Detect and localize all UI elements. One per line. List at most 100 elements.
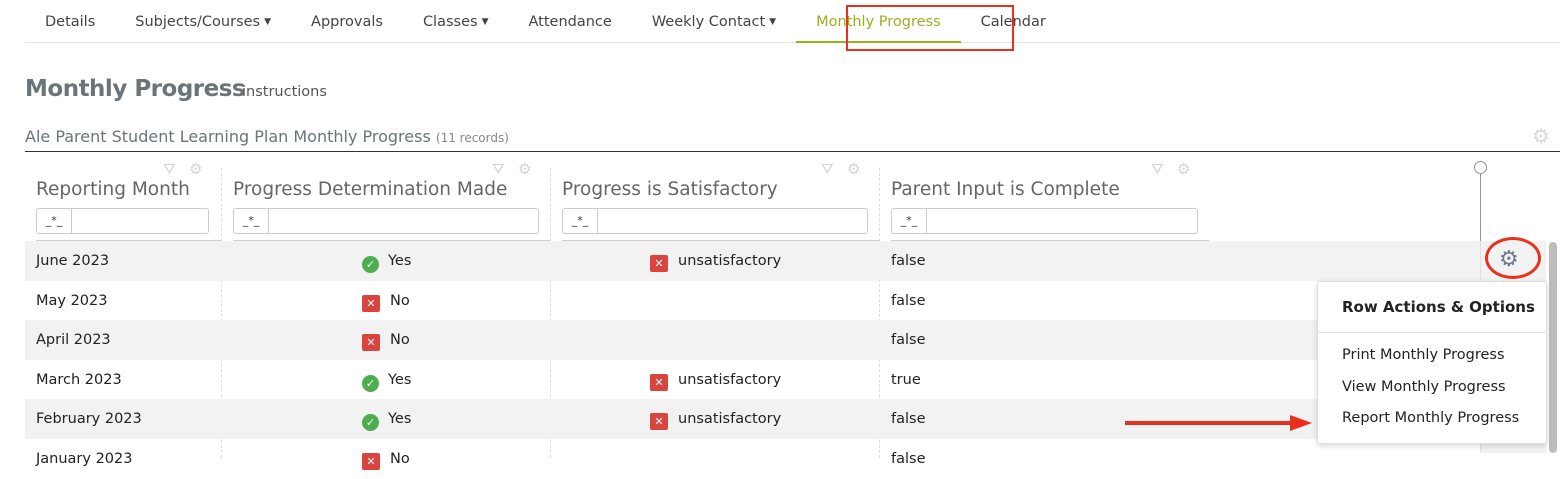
column-gear-icon[interactable]: ⚙ bbox=[847, 160, 861, 178]
satisfactory-cell: ✕ unsatisfactory bbox=[650, 360, 781, 400]
column-gear-icon[interactable]: ⚙ bbox=[518, 160, 532, 178]
column-resize-handle[interactable] bbox=[1474, 161, 1487, 174]
parent-input-value: false bbox=[891, 292, 926, 309]
tab-label: Classes bbox=[422, 14, 478, 30]
column-header-label[interactable]: Parent Input is Complete bbox=[891, 179, 1120, 200]
table-row[interactable]: February 2023 ✓ Yes ✕ unsatisfactory false bbox=[25, 399, 1480, 439]
column-filter-icon[interactable]: ⛛ bbox=[492, 160, 505, 178]
determination-value: No bbox=[390, 292, 410, 309]
tab-approvals[interactable]: Approvals bbox=[291, 0, 403, 43]
column-header-label[interactable]: Reporting Month bbox=[36, 179, 190, 200]
determination-value: Yes bbox=[388, 371, 412, 388]
grid-settings-gear-icon[interactable]: ⚙ bbox=[1532, 124, 1550, 148]
tab-details[interactable]: Details bbox=[25, 0, 115, 43]
column-header-label[interactable]: Progress is Satisfactory bbox=[562, 179, 778, 200]
table-row[interactable]: March 2023 ✓ Yes ✕ unsatisfactory true bbox=[25, 360, 1480, 400]
filter-operator[interactable]: _*_ bbox=[234, 209, 269, 233]
column-filter-input[interactable]: _*_ bbox=[891, 208, 1198, 234]
annotation-circle bbox=[1485, 237, 1541, 279]
filter-operator[interactable]: _*_ bbox=[563, 209, 598, 233]
check-circle-icon: ✓ bbox=[362, 374, 379, 392]
determination-value: Yes bbox=[388, 411, 412, 428]
table-row[interactable]: January 2023 ✕ No false bbox=[25, 439, 1480, 479]
column-gear-icon[interactable]: ⚙ bbox=[1177, 160, 1191, 178]
column-divider bbox=[221, 168, 222, 458]
satisfactory-cell: ✕ unsatisfactory bbox=[650, 399, 781, 439]
reporting-month: March 2023 bbox=[36, 371, 122, 388]
column-filter-icon[interactable]: ⛛ bbox=[163, 160, 176, 178]
page-title: Monthly Progress bbox=[25, 76, 246, 102]
x-square-icon: ✕ bbox=[650, 255, 668, 272]
column-filter-input[interactable]: _*_ bbox=[233, 208, 539, 234]
filter-operator[interactable]: _*_ bbox=[37, 209, 72, 233]
parent-input-value: false bbox=[891, 253, 926, 269]
x-square-icon: ✕ bbox=[362, 294, 380, 312]
satisfactory-value: unsatisfactory bbox=[678, 411, 782, 428]
header-underline bbox=[562, 240, 879, 241]
determination-cell: ✕ No bbox=[362, 320, 410, 360]
determination-cell: ✕ No bbox=[362, 281, 410, 321]
annotation-arrow bbox=[1125, 415, 1312, 431]
row-actions-menu: Row Actions & Options Print Monthly Prog… bbox=[1317, 281, 1547, 444]
column-filter-icon[interactable]: ⛛ bbox=[1151, 160, 1164, 178]
scrollbar[interactable] bbox=[1549, 242, 1557, 453]
check-circle-icon: ✓ bbox=[362, 256, 379, 273]
parent-input-value: false bbox=[891, 451, 926, 467]
x-square-icon: ✕ bbox=[362, 453, 380, 470]
determination-cell: ✓ Yes bbox=[362, 399, 411, 439]
header-underline bbox=[233, 240, 550, 241]
x-square-icon: ✕ bbox=[650, 373, 668, 391]
annotation-highlight-box bbox=[846, 5, 1014, 51]
determination-value: Yes bbox=[388, 253, 412, 269]
tab-bar: Details Subjects/Courses ▼ Approvals Classes… bbox=[25, 0, 1560, 43]
tab-attendance[interactable]: Attendance bbox=[508, 0, 631, 43]
column-header-label[interactable]: Progress Determination Made bbox=[233, 179, 508, 200]
caret-down-icon: ▼ bbox=[481, 17, 489, 27]
record-count: (11 records) bbox=[435, 131, 509, 145]
tab-weekly-contact[interactable]: Weekly Contact ▼ bbox=[632, 0, 796, 43]
caret-down-icon: ▼ bbox=[264, 17, 272, 27]
x-square-icon: ✕ bbox=[650, 413, 668, 431]
reporting-month: January 2023 bbox=[36, 451, 133, 467]
table-row[interactable]: June 2023 ✓ Yes ✕ unsatisfactory false bbox=[25, 241, 1480, 281]
tab-subjects-courses[interactable]: Subjects/Courses ▼ bbox=[115, 0, 291, 43]
column-divider bbox=[879, 168, 880, 458]
grid-title: Ale Parent Student Learning Plan Monthly… bbox=[25, 127, 431, 146]
grid-subtitle: Ale Parent Student Learning Plan Monthly… bbox=[25, 127, 509, 146]
column-filter-input[interactable]: _*_ bbox=[36, 208, 209, 234]
menu-item-view[interactable]: View Monthly Progress bbox=[1342, 379, 1506, 395]
check-circle-icon: ✓ bbox=[362, 414, 379, 432]
column-divider bbox=[550, 168, 551, 458]
divider bbox=[25, 151, 1560, 152]
column-gear-icon[interactable]: ⚙ bbox=[189, 160, 203, 178]
column-filter-input[interactable]: _*_ bbox=[562, 208, 868, 234]
parent-input-value: false bbox=[891, 411, 926, 428]
tab-label: Subjects/Courses bbox=[135, 14, 261, 30]
determination-value: No bbox=[390, 451, 410, 467]
column-filter-icon[interactable]: ⛛ bbox=[821, 160, 834, 178]
satisfactory-value: unsatisfactory bbox=[678, 371, 782, 388]
tab-classes[interactable]: Classes ▼ bbox=[403, 0, 509, 43]
header-underline bbox=[891, 240, 1209, 241]
determination-cell: ✕ No bbox=[362, 439, 410, 479]
reporting-month: February 2023 bbox=[36, 411, 142, 428]
determination-cell: ✓ Yes bbox=[362, 360, 411, 400]
header-underline bbox=[36, 240, 221, 241]
menu-item-report[interactable]: Report Monthly Progress bbox=[1342, 410, 1520, 426]
tab-label: Weekly Contact bbox=[651, 14, 766, 30]
menu-divider bbox=[1318, 332, 1546, 333]
menu-item-print[interactable]: Print Monthly Progress bbox=[1342, 347, 1505, 363]
filter-operator[interactable]: _*_ bbox=[892, 209, 927, 233]
satisfactory-cell: ✕ unsatisfactory bbox=[650, 241, 781, 281]
determination-value: No bbox=[390, 332, 410, 349]
table-row[interactable]: April 2023 ✕ No false bbox=[25, 320, 1480, 360]
tab-label: Attendance bbox=[528, 14, 612, 30]
tab-label: Approvals bbox=[311, 14, 383, 30]
instructions-link[interactable]: instructions bbox=[242, 84, 327, 100]
reporting-month: June 2023 bbox=[36, 253, 110, 269]
reporting-month: April 2023 bbox=[36, 332, 111, 349]
table-row[interactable]: May 2023 ✕ No false bbox=[25, 281, 1480, 321]
satisfactory-value: unsatisfactory bbox=[678, 253, 782, 269]
parent-input-value: false bbox=[891, 332, 926, 349]
menu-title: Row Actions & Options bbox=[1342, 298, 1535, 316]
